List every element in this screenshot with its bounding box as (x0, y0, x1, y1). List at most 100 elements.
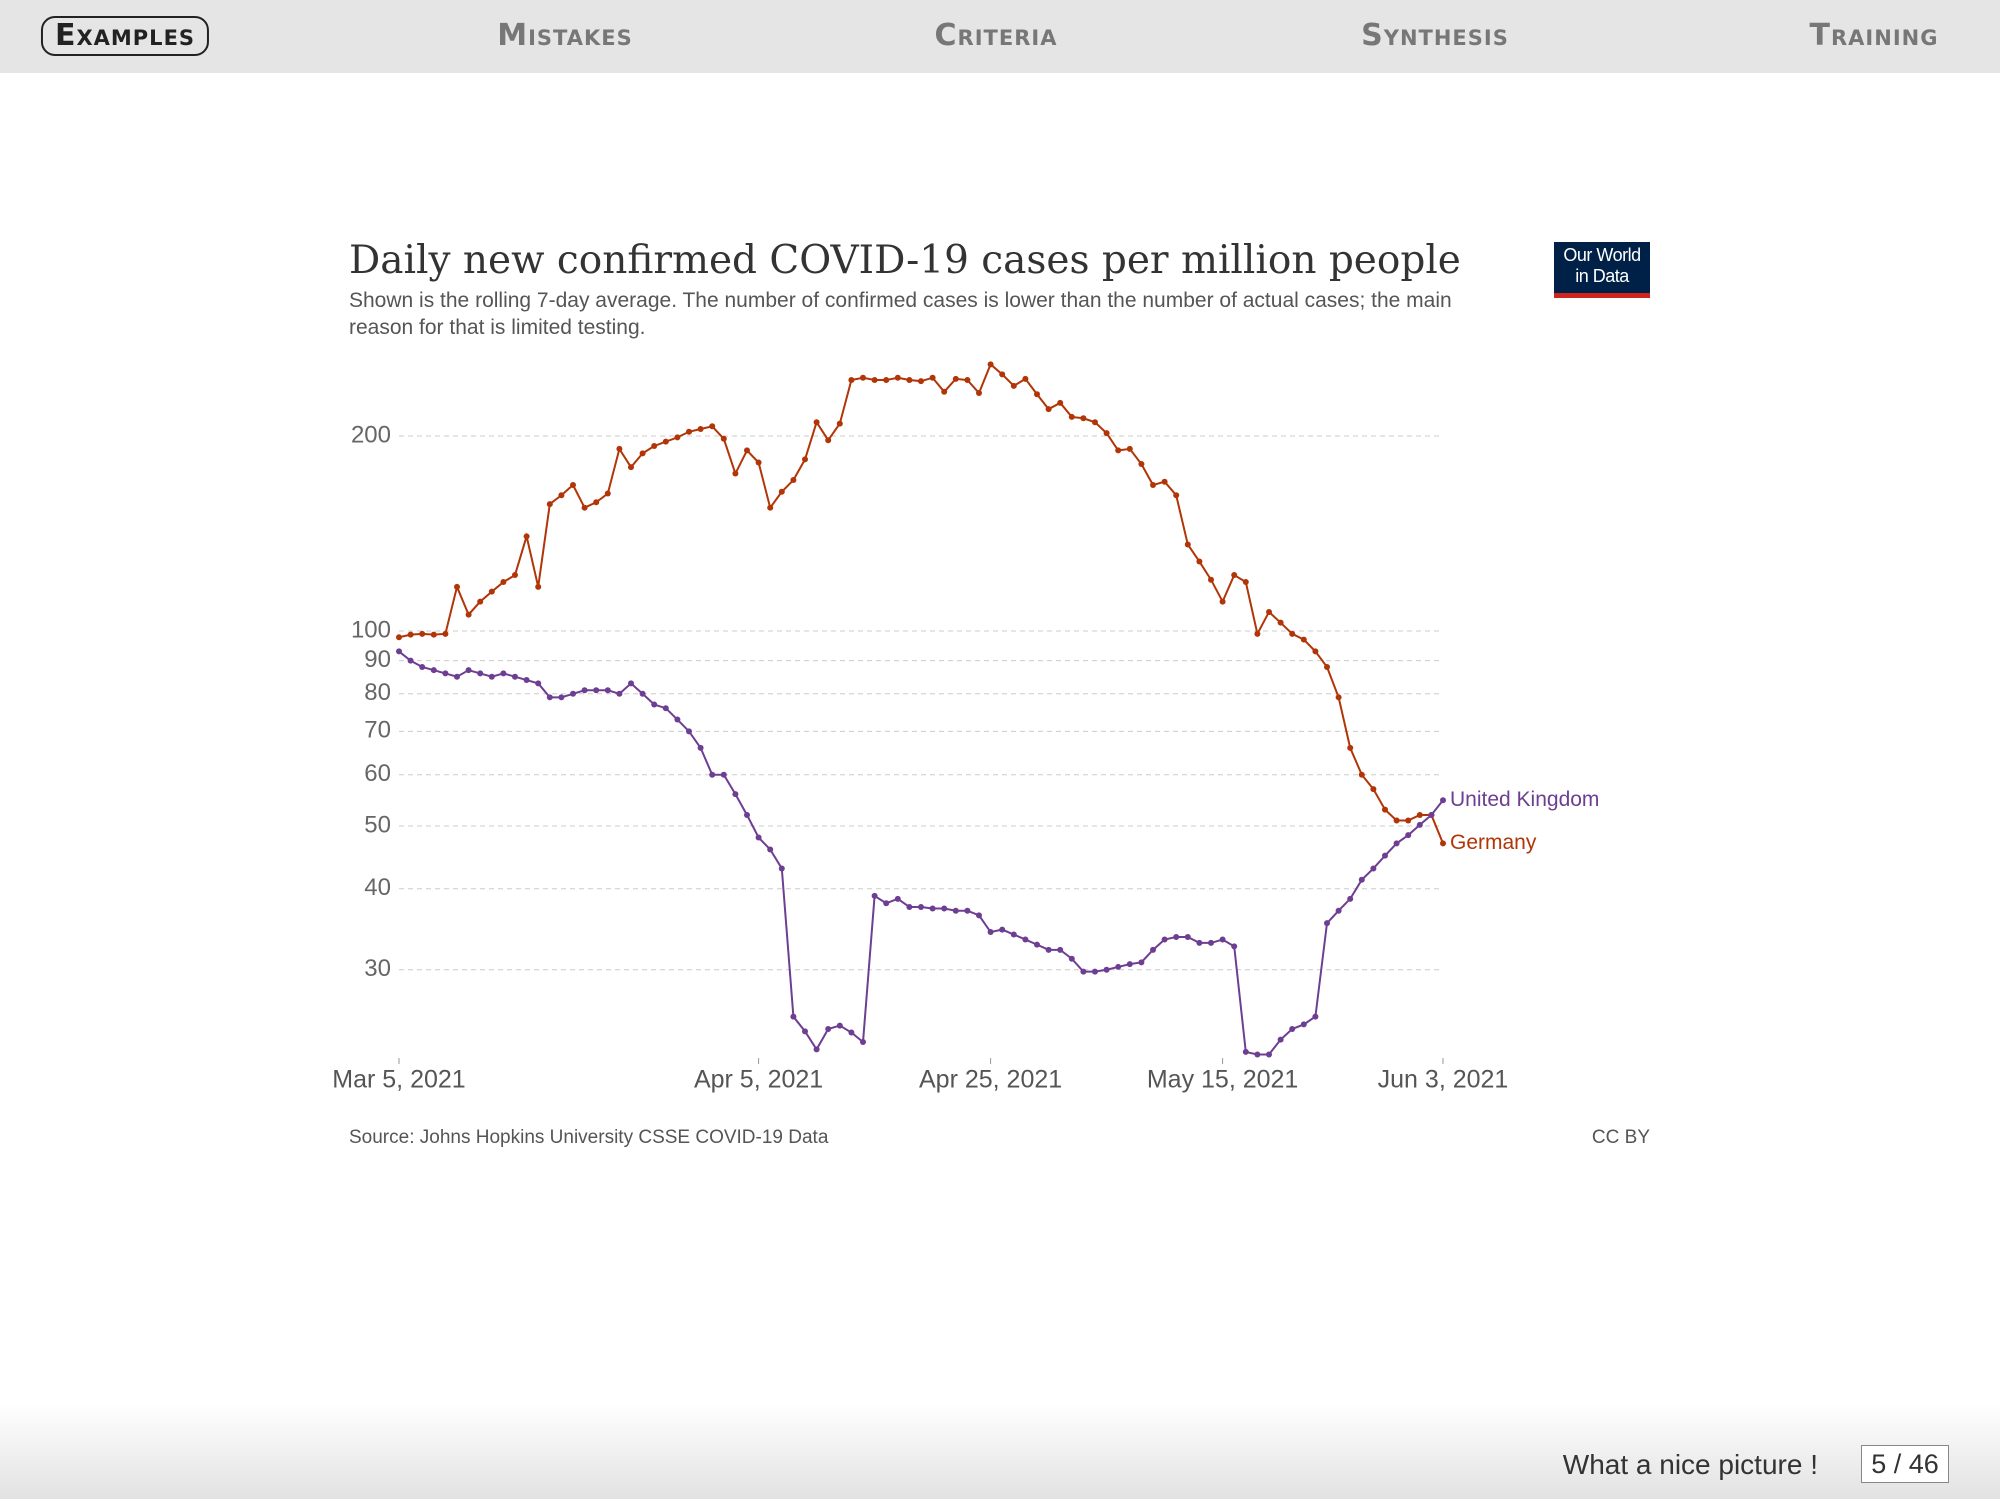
data-point (477, 598, 484, 605)
data-point (396, 648, 402, 655)
x-tick-label: Apr 5, 2021 (694, 1066, 823, 1094)
data-point (1115, 963, 1122, 970)
data-point (662, 438, 669, 445)
data-point (1324, 920, 1330, 927)
data-point (1103, 966, 1110, 973)
data-point (836, 420, 843, 427)
data-point (1231, 572, 1238, 579)
data-point (860, 374, 866, 381)
license: CC BY (1592, 1127, 1650, 1148)
data-point (744, 811, 750, 818)
data-point (976, 390, 982, 397)
data-point (1150, 482, 1156, 489)
data-point (546, 694, 553, 701)
data-point (1115, 447, 1122, 454)
data-point (1080, 968, 1087, 975)
footer: What a nice picture ! 5 / 46 (0, 1403, 2000, 1499)
data-point (396, 634, 402, 641)
y-tick-label: 200 (351, 421, 391, 448)
data-point (1126, 961, 1133, 968)
data-point (941, 388, 948, 395)
logo: Our World in Data (1554, 242, 1650, 298)
data-point (802, 1028, 808, 1035)
data-point (720, 435, 727, 442)
data-point (686, 728, 692, 735)
data-point (535, 583, 542, 590)
data-point (1277, 619, 1284, 626)
chart-title: Daily new confirmed COVID-19 cases per m… (349, 238, 1461, 283)
data-point (1277, 1036, 1284, 1043)
data-point (1045, 406, 1052, 413)
data-point (987, 361, 994, 368)
data-point (906, 377, 913, 384)
data-point (570, 482, 576, 489)
data-point (767, 846, 774, 853)
y-tick-label: 80 (364, 679, 391, 706)
data-point (616, 690, 623, 697)
data-point (813, 419, 820, 426)
data-point (488, 588, 495, 595)
data-point (964, 377, 971, 384)
data-point (1068, 955, 1075, 962)
data-point (1440, 840, 1446, 847)
nav-item[interactable]: Mistakes (497, 18, 633, 53)
data-point (430, 667, 437, 674)
data-point (1289, 1026, 1296, 1033)
data-point (1173, 934, 1180, 941)
data-point (662, 705, 669, 712)
data-point (1161, 478, 1168, 485)
caption: What a nice picture ! (1562, 1449, 1818, 1480)
data-point (709, 423, 716, 430)
nav-item[interactable]: Synthesis (1361, 18, 1509, 53)
data-point (512, 572, 518, 579)
data-point (883, 377, 890, 384)
data-point (732, 791, 739, 798)
data-point (1184, 541, 1191, 548)
data-point (1266, 608, 1272, 615)
data-point (825, 1026, 832, 1033)
data-point (883, 900, 890, 907)
data-point (1289, 630, 1296, 637)
data-point (616, 445, 623, 452)
logo-line: Our World (1563, 245, 1641, 265)
data-point (697, 744, 704, 751)
x-tick-label: Mar 5, 2021 (332, 1066, 465, 1094)
data-point (952, 907, 959, 914)
data-point (581, 687, 588, 694)
data-point (628, 680, 634, 687)
data-point (512, 673, 518, 680)
data-point (1382, 806, 1388, 813)
nav-item[interactable]: Criteria (934, 18, 1058, 53)
data-point (802, 456, 808, 463)
data-point (755, 459, 762, 466)
data-point (639, 690, 646, 697)
data-point (941, 905, 948, 912)
data-point (918, 378, 924, 385)
data-point (1242, 579, 1249, 586)
data-point (1138, 959, 1145, 966)
data-point (604, 490, 611, 497)
nav-item[interactable]: Training (1809, 18, 1939, 53)
data-point (987, 929, 994, 936)
nav-item[interactable]: Examples (40, 16, 210, 56)
data-point (1010, 382, 1017, 389)
data-point (1393, 840, 1400, 847)
data-point (848, 377, 855, 384)
data-point (929, 374, 936, 381)
data-point (546, 501, 553, 508)
data-point (906, 903, 913, 910)
data-point (1416, 821, 1423, 828)
data-point (871, 892, 878, 899)
data-point (651, 442, 658, 449)
data-point (419, 663, 426, 670)
data-point (535, 680, 542, 687)
data-point (1068, 413, 1075, 420)
data-point (1266, 1051, 1272, 1058)
data-point (1150, 946, 1156, 953)
y-tick-label: 30 (364, 955, 391, 982)
data-point (999, 371, 1006, 378)
data-point (790, 1013, 797, 1020)
data-point (1034, 941, 1040, 948)
data-point (860, 1039, 866, 1046)
data-point (744, 447, 750, 454)
